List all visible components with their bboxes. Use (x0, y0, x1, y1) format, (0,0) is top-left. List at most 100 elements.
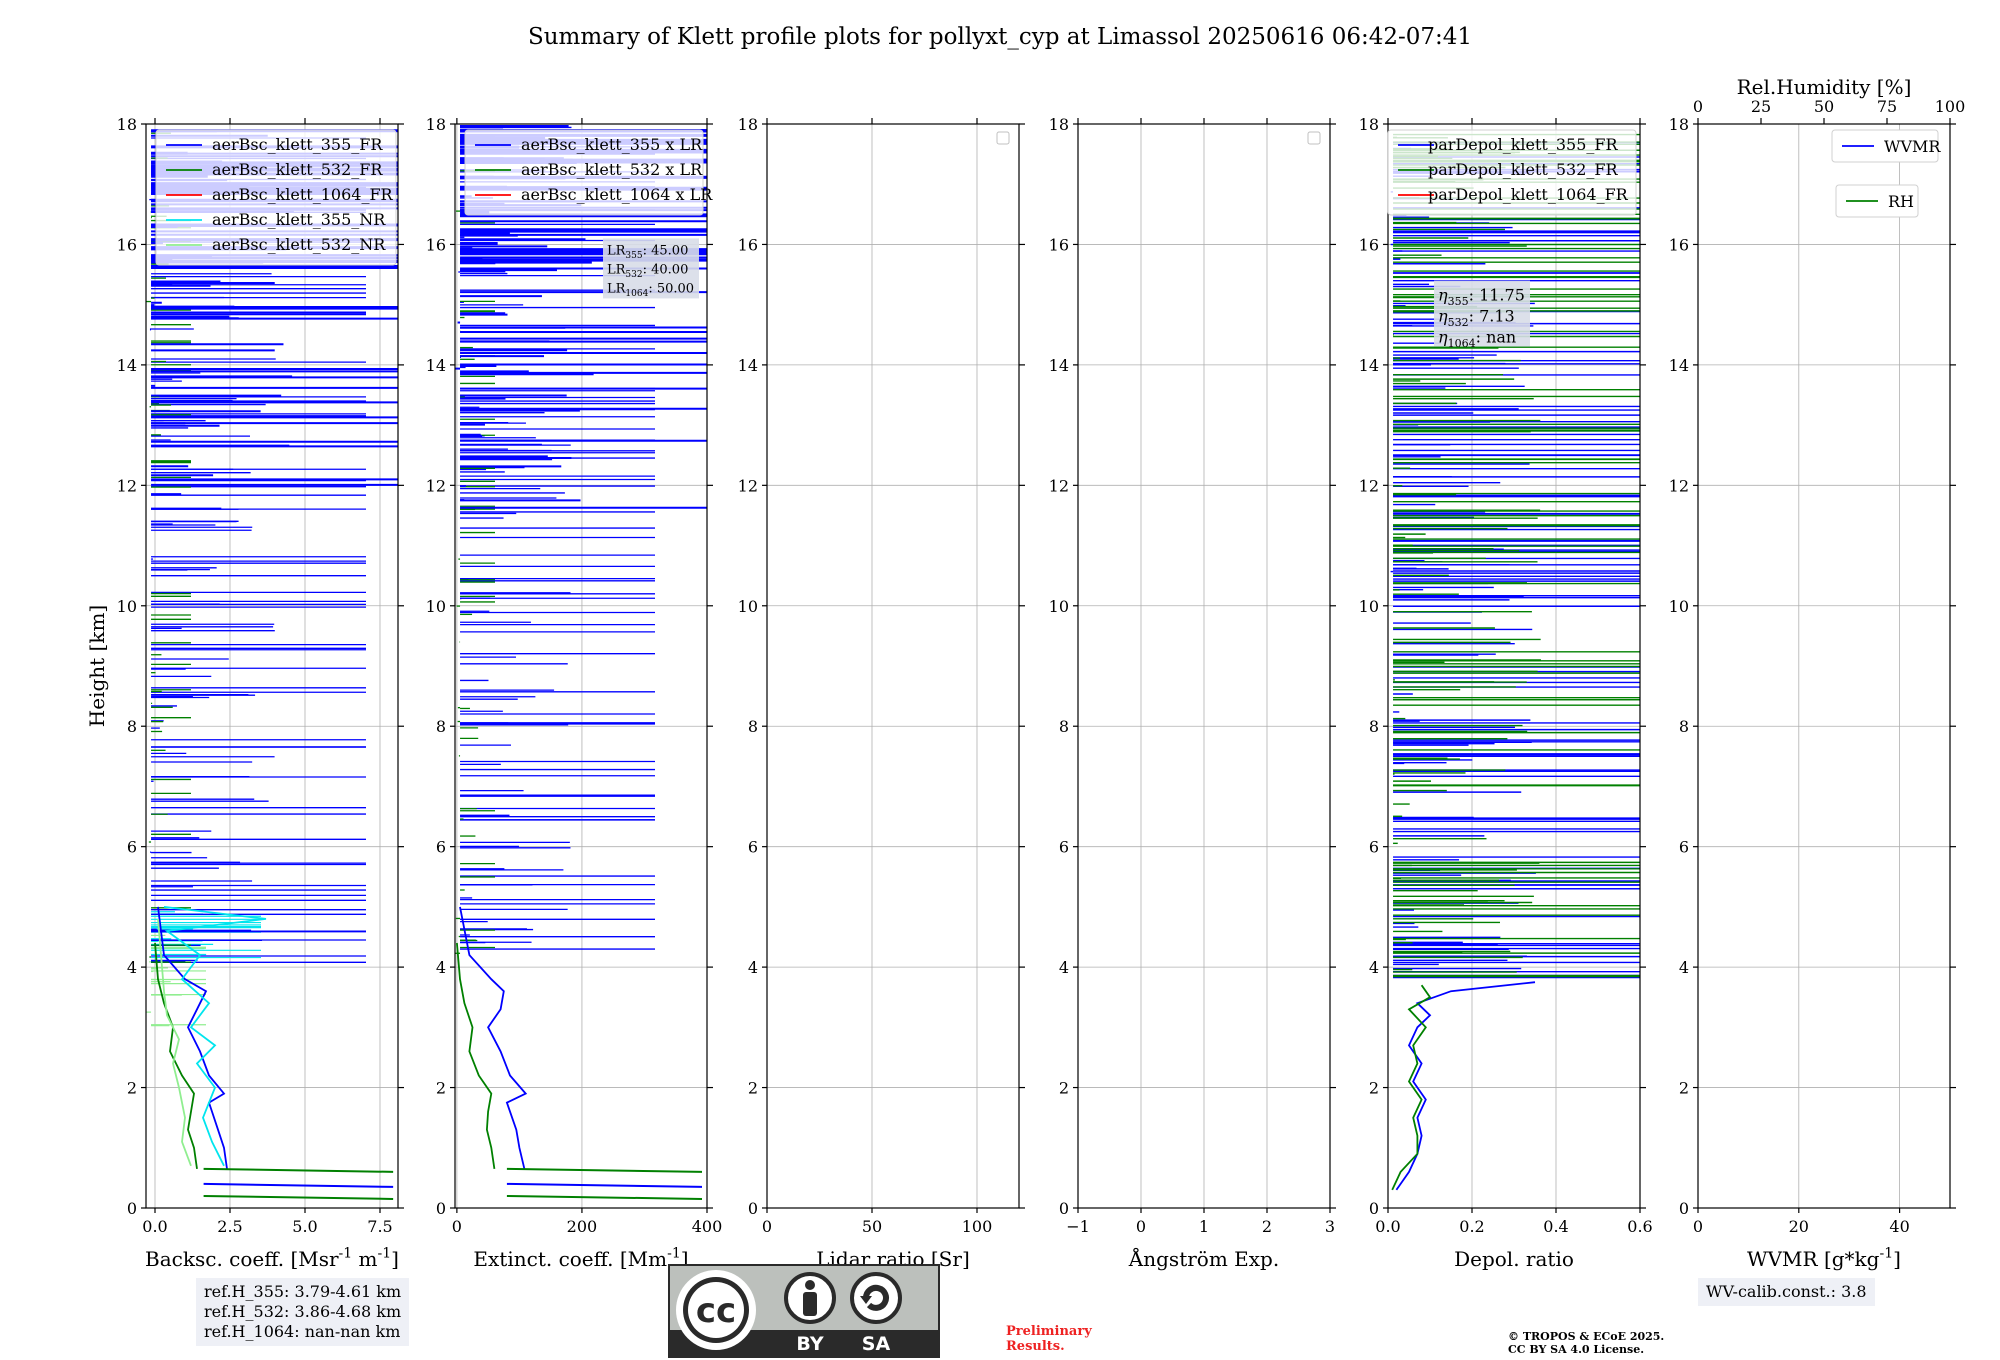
xaxis-label: Extinct. coeff. [Mm-1​] (473, 1246, 688, 1271)
ref-line-355: ref.H_355: 3.79-4.61 km (204, 1282, 402, 1301)
ref-line-1064: ref.H_1064: nan-nan km (204, 1322, 401, 1341)
legend-label: aerBsc_klett_1064_FR (212, 185, 394, 204)
legend-label: parDepol_klett_1064_FR (1428, 185, 1629, 204)
legend-label: aerBsc_klett_1064 x LR (521, 185, 713, 204)
copyright-note: © TROPOS & ECoE 2025. CC BY SA 4.0 Licen… (1508, 1330, 1664, 1356)
cc-logo-text: cc (696, 1291, 736, 1331)
top-xaxis-label: Rel.Humidity [%] (1737, 75, 1912, 99)
ytick-label: 12 (426, 476, 446, 495)
xtick-label: 0.0 (142, 1217, 167, 1236)
ytick-label: 2 (127, 1079, 137, 1098)
ytick-label: 8 (1059, 717, 1069, 736)
ytick-label: 14 (1669, 356, 1689, 375)
ytick-label: 18 (738, 115, 758, 134)
xtick-label: 1 (1199, 1217, 1209, 1236)
ytick-label: 18 (1669, 115, 1689, 134)
ytick-label: 2 (748, 1079, 758, 1098)
xtick-label: 0.2 (1459, 1217, 1484, 1236)
figure-title: Summary of Klett profile plots for polly… (527, 24, 1473, 50)
ytick-label: 0 (127, 1199, 137, 1218)
wv-calibration-box: WV-calib.const.: 3.8 (1698, 1278, 1875, 1306)
ytick-label: 12 (1669, 476, 1689, 495)
near-range-line (506, 1194, 703, 1200)
series-line (157, 918, 192, 1167)
axes-frame (454, 123, 708, 1209)
legend-label: parDepol_klett_532_FR (1428, 160, 1619, 179)
ytick-label: 14 (1049, 356, 1069, 375)
eta-box (1434, 280, 1530, 347)
xtick-label: 50 (862, 1217, 882, 1236)
ytick-label: 12 (117, 476, 137, 495)
ytick-label: 2 (1059, 1079, 1069, 1098)
series-line (163, 906, 267, 1167)
xtick-label: 400 (692, 1217, 723, 1236)
lidar-ratio-line: LR532​: 40.00 (607, 262, 688, 280)
near-range-line (203, 1167, 394, 1173)
near-range-line (506, 1182, 703, 1188)
legend-box (1387, 129, 1637, 216)
ytick-label: 12 (738, 476, 758, 495)
ytick-label: 10 (1359, 597, 1379, 616)
cc-by-label: BY (796, 1333, 823, 1355)
xaxis-label: Ångström Exp. (1128, 1246, 1279, 1271)
ytick-label: 14 (117, 356, 137, 375)
ytick-label: 6 (1059, 838, 1069, 857)
axes-frame (1387, 123, 1641, 1209)
ytick-label: 16 (738, 235, 758, 254)
panel-backscatter: 0 2 4 6 8 10 12 14 16 18 0.0 2.5 5.0 7.5 Backsc. coeff… (85, 115, 404, 1271)
xaxis-label: Depol. ratio (1454, 1247, 1574, 1271)
ytick-label: 0 (1369, 1199, 1379, 1218)
yaxis-label: Height [km] (85, 605, 109, 727)
legend-label: aerBsc_klett_355_NR (212, 210, 386, 229)
ytick-label: 6 (127, 838, 137, 857)
ytick-label: 6 (1679, 838, 1689, 857)
top-xtick-label: 75 (1877, 97, 1897, 116)
ytick-label: 2 (436, 1079, 446, 1098)
ytick-label: 2 (1369, 1079, 1379, 1098)
cc-sa-label: SA (862, 1333, 891, 1355)
ytick-label: 8 (1679, 717, 1689, 736)
legend-box (464, 129, 704, 216)
legend-label: aerBsc_klett_355_FR (212, 135, 383, 154)
ytick-label: 18 (1049, 115, 1069, 134)
xtick-label: 0.6 (1627, 1217, 1652, 1236)
ytick-label: 18 (117, 115, 137, 134)
axes-frame (766, 123, 1020, 1209)
ytick-label: 12 (1049, 476, 1069, 495)
ytick-label: 12 (1359, 476, 1379, 495)
xtick-label: 0 (452, 1217, 462, 1236)
copyright-line-2: CC BY SA 4.0 License. (1508, 1343, 1645, 1356)
ytick-label: 6 (1369, 838, 1379, 857)
xaxis-label: WVMR [g*kg-1​] (1747, 1246, 1901, 1271)
preliminary-line-2: Results. (1006, 1339, 1065, 1354)
ytick-label: 16 (1359, 235, 1379, 254)
xtick-label: 200 (567, 1217, 598, 1236)
lidar-ratio-line: LR355​: 45.00 (607, 243, 688, 261)
xtick-label: 0.0 (1375, 1217, 1400, 1236)
ytick-label: 4 (1059, 958, 1069, 977)
ytick-label: 14 (738, 356, 758, 375)
xtick-label: 5.0 (292, 1217, 317, 1236)
ytick-label: 16 (426, 235, 446, 254)
xtick-label: 0 (1693, 1217, 1703, 1236)
series-line (157, 906, 228, 1170)
series-line (456, 942, 496, 1170)
legend-box (155, 129, 397, 266)
ytick-label: 10 (426, 597, 446, 616)
ytick-label: 8 (127, 717, 137, 736)
eta-line: η355​: 11.75 (1438, 286, 1525, 308)
preliminary-note: Preliminary Results. (1006, 1324, 1092, 1354)
xtick-label: 2 (1262, 1217, 1272, 1236)
ytick-label: 4 (748, 958, 758, 977)
ytick-label: 8 (436, 717, 446, 736)
ytick-label: 14 (426, 356, 446, 375)
xtick-label: 40 (1889, 1217, 1909, 1236)
series-line (1391, 984, 1432, 1191)
preliminary-line-1: Preliminary (1006, 1324, 1092, 1339)
ytick-label: 4 (1679, 958, 1689, 977)
